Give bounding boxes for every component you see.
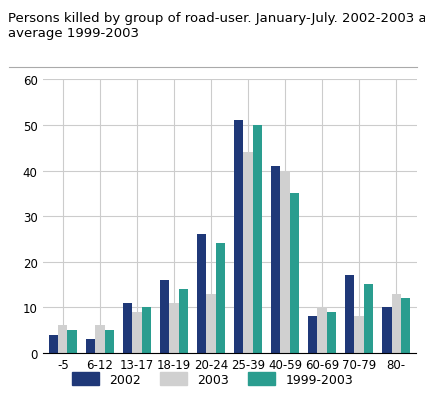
Bar bbox=[86, 339, 95, 353]
Bar bbox=[317, 308, 327, 353]
Bar bbox=[215, 244, 225, 353]
Bar bbox=[401, 298, 410, 353]
Bar bbox=[327, 312, 336, 353]
Bar bbox=[142, 308, 151, 353]
Bar bbox=[382, 308, 391, 353]
Bar bbox=[49, 335, 58, 353]
Legend: 2002, 2003, 1999-2003: 2002, 2003, 1999-2003 bbox=[67, 367, 358, 391]
Bar bbox=[345, 275, 354, 353]
Bar bbox=[391, 294, 401, 353]
Bar bbox=[197, 235, 207, 353]
Bar bbox=[123, 303, 132, 353]
Bar bbox=[178, 289, 188, 353]
Bar bbox=[169, 303, 178, 353]
Bar bbox=[132, 312, 142, 353]
Bar bbox=[68, 330, 77, 353]
Bar bbox=[252, 126, 262, 353]
Bar bbox=[280, 171, 290, 353]
Bar bbox=[308, 316, 317, 353]
Bar bbox=[271, 166, 280, 353]
Bar bbox=[160, 280, 169, 353]
Bar bbox=[290, 194, 299, 353]
Bar bbox=[105, 330, 114, 353]
Bar bbox=[234, 121, 244, 353]
Bar bbox=[244, 153, 252, 353]
Bar bbox=[95, 326, 105, 353]
Bar bbox=[354, 316, 364, 353]
Bar bbox=[364, 285, 373, 353]
Text: Persons killed by group of road-user. January-July. 2002-2003 and
average 1999-2: Persons killed by group of road-user. Ja… bbox=[8, 12, 425, 40]
Bar bbox=[207, 294, 215, 353]
Bar bbox=[58, 326, 68, 353]
